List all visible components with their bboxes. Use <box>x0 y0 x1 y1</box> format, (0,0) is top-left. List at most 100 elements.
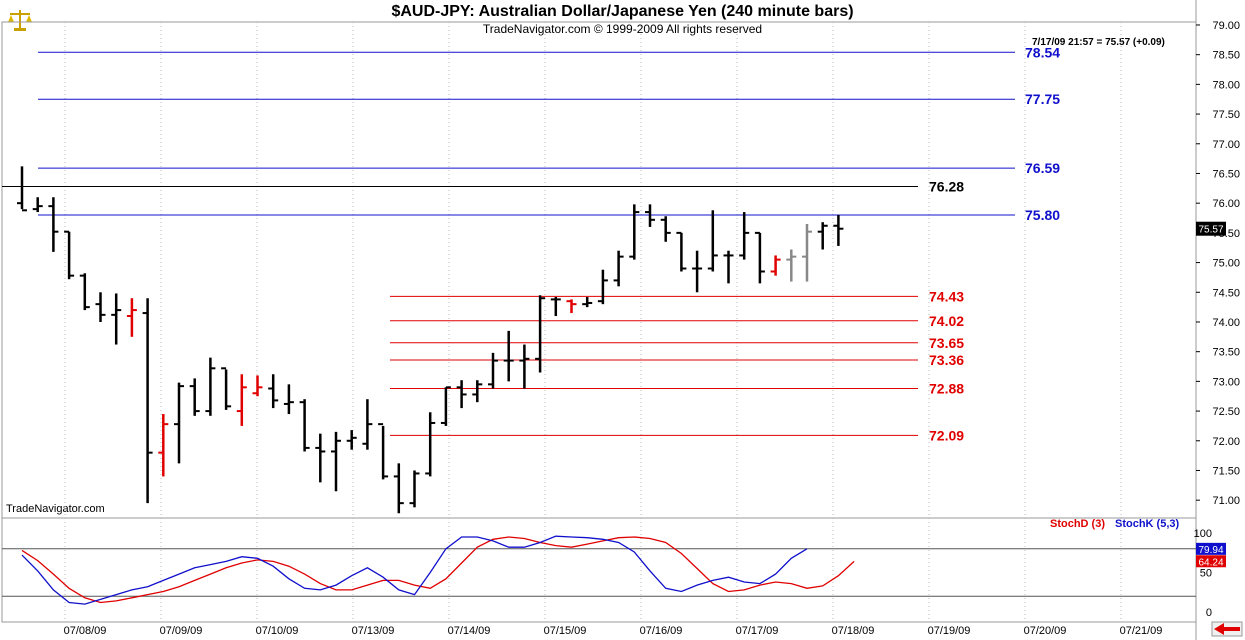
y-tick-label: 76.50 <box>1212 168 1240 180</box>
x-tick-label: 07/14/09 <box>448 625 491 637</box>
ohlc-bar <box>111 293 122 345</box>
stochd-last-label: 64.24 <box>1198 557 1223 568</box>
ohlc-bar <box>252 375 263 397</box>
ohlc-bar <box>126 298 137 337</box>
stochd-line <box>21 536 855 604</box>
level-label: 78.54 <box>1025 44 1060 60</box>
ohlc-bar <box>32 197 43 213</box>
ohlc-bar <box>692 250 703 293</box>
ohlc-bars <box>17 166 844 514</box>
x-tick-label: 07/18/09 <box>832 625 875 637</box>
ohlc-bar <box>519 344 530 389</box>
x-tick-label: 07/09/09 <box>160 625 203 637</box>
level-label: 76.28 <box>929 179 964 195</box>
last-price-label: 75.57 <box>1198 225 1223 236</box>
x-tick-label: 07/20/09 <box>1024 625 1067 637</box>
y-tick-label: 71.50 <box>1212 465 1240 477</box>
ohlc-bar <box>79 273 90 311</box>
ohlc-bar <box>409 470 420 508</box>
ohlc-bar <box>362 399 373 450</box>
x-tick-label: 07/10/09 <box>256 625 299 637</box>
y-tick-label: 75.00 <box>1212 258 1240 270</box>
ohlc-bar <box>629 204 640 260</box>
ohlc-bar <box>142 298 153 504</box>
y-tick-label: 77.00 <box>1212 139 1240 151</box>
ohlc-bar <box>48 197 59 252</box>
ohlc-bar <box>331 431 341 492</box>
y-tick-label: 71.00 <box>1212 495 1240 507</box>
fib-levels: 78.54 77.75 76.59 76.28 75.80 74.43 74.02 73.65… <box>2 44 1060 443</box>
ohlc-bar <box>676 231 687 272</box>
last-price-box <box>1196 221 1226 236</box>
y-tick-label: 78.50 <box>1212 50 1240 62</box>
ohlc-bar <box>425 412 436 477</box>
ohlc-bar <box>393 463 404 514</box>
ohlc-bar <box>158 414 169 477</box>
ohlc-bar <box>566 299 577 314</box>
x-axis: 07/08/09 07/09/09 07/10/09 07/13/09 07/14/09… <box>64 625 1163 637</box>
ohlc-bar <box>739 212 750 260</box>
stochk-last-box <box>1196 542 1226 555</box>
stoch-y-axis: 0 50 100 <box>1194 528 1212 619</box>
ohlc-bar <box>315 433 326 483</box>
watermark: TradeNavigator.com <box>6 503 105 515</box>
x-tick-label: 07/19/09 <box>928 625 971 637</box>
stoch-panel-frame <box>1 517 1197 623</box>
x-tick-label: 07/16/09 <box>640 625 683 637</box>
x-tick-label: 07/17/09 <box>736 625 779 637</box>
stoch-tick-label: 0 <box>1206 607 1212 619</box>
ohlc-bar <box>346 430 357 450</box>
stochd-last-box <box>1196 555 1226 568</box>
y-tick-label: 77.50 <box>1212 109 1240 121</box>
x-tick-label: 07/13/09 <box>352 625 395 637</box>
y-tick-label: 78.00 <box>1212 79 1240 91</box>
y-tick-label: 74.50 <box>1212 287 1240 299</box>
x-tick-label: 07/08/09 <box>64 625 107 637</box>
y-tick-label: 73.00 <box>1212 376 1240 388</box>
ohlc-bar <box>660 216 671 242</box>
stochk-last-label: 79.94 <box>1198 545 1223 556</box>
stoch-tick-label: 100 <box>1194 528 1212 540</box>
ohlc-bar <box>770 255 781 276</box>
ohlc-bar <box>535 295 546 373</box>
stoch-tick-label: 50 <box>1200 568 1212 580</box>
level-label: 72.88 <box>929 381 964 397</box>
level-label: 73.36 <box>929 352 964 368</box>
ohlc-bar <box>645 204 655 227</box>
ohlc-bar <box>236 374 247 426</box>
arrow-left-icon <box>1214 623 1240 635</box>
ohlc-bar <box>299 399 310 452</box>
legend-stochk: StochK (5,3) <box>1115 518 1180 530</box>
ohlc-bar <box>174 382 184 464</box>
y-tick-label: 79.00 <box>1212 20 1240 32</box>
last-quote-readout: 7/17/09 21:57 = 75.57 (+0.09) <box>1032 37 1165 48</box>
price-y-axis: 71.00 71.50 72.00 72.50 73.00 73.50 74.00 74.50… <box>1196 20 1240 507</box>
ohlc-bar <box>707 210 718 272</box>
level-label: 75.80 <box>1025 207 1060 223</box>
stochk-line <box>21 535 808 605</box>
ohlc-bar <box>95 292 106 322</box>
chart-title: $AUD-JPY: Australian Dollar/Japanese Yen… <box>391 3 854 20</box>
ohlc-bar <box>723 250 734 284</box>
ohlc-bar <box>205 357 216 416</box>
ohlc-bar <box>550 297 561 317</box>
y-tick-label: 72.50 <box>1212 406 1240 418</box>
legend-stochd: StochD (3) <box>1050 518 1105 530</box>
x-tick-label: 07/15/09 <box>544 625 587 637</box>
ohlc-bar <box>378 423 389 480</box>
ohlc-bar <box>472 380 483 403</box>
ohlc-bar <box>802 223 812 282</box>
ohlc-bar <box>221 367 232 410</box>
ohlc-bar <box>440 386 451 426</box>
ohlc-bar <box>17 166 27 212</box>
ohlc-bar <box>582 297 593 308</box>
ohlc-bar <box>786 249 797 282</box>
ohlc-bar <box>456 380 467 409</box>
chart-subtitle: TradeNavigator.com © 1999-2009 All right… <box>482 22 763 36</box>
ohlc-bar <box>283 384 294 415</box>
ohlc-bar <box>754 231 765 284</box>
ohlc-bar <box>833 215 844 246</box>
level-label: 73.65 <box>929 335 964 351</box>
ohlc-bar <box>189 378 200 416</box>
scales-icon <box>8 10 32 31</box>
